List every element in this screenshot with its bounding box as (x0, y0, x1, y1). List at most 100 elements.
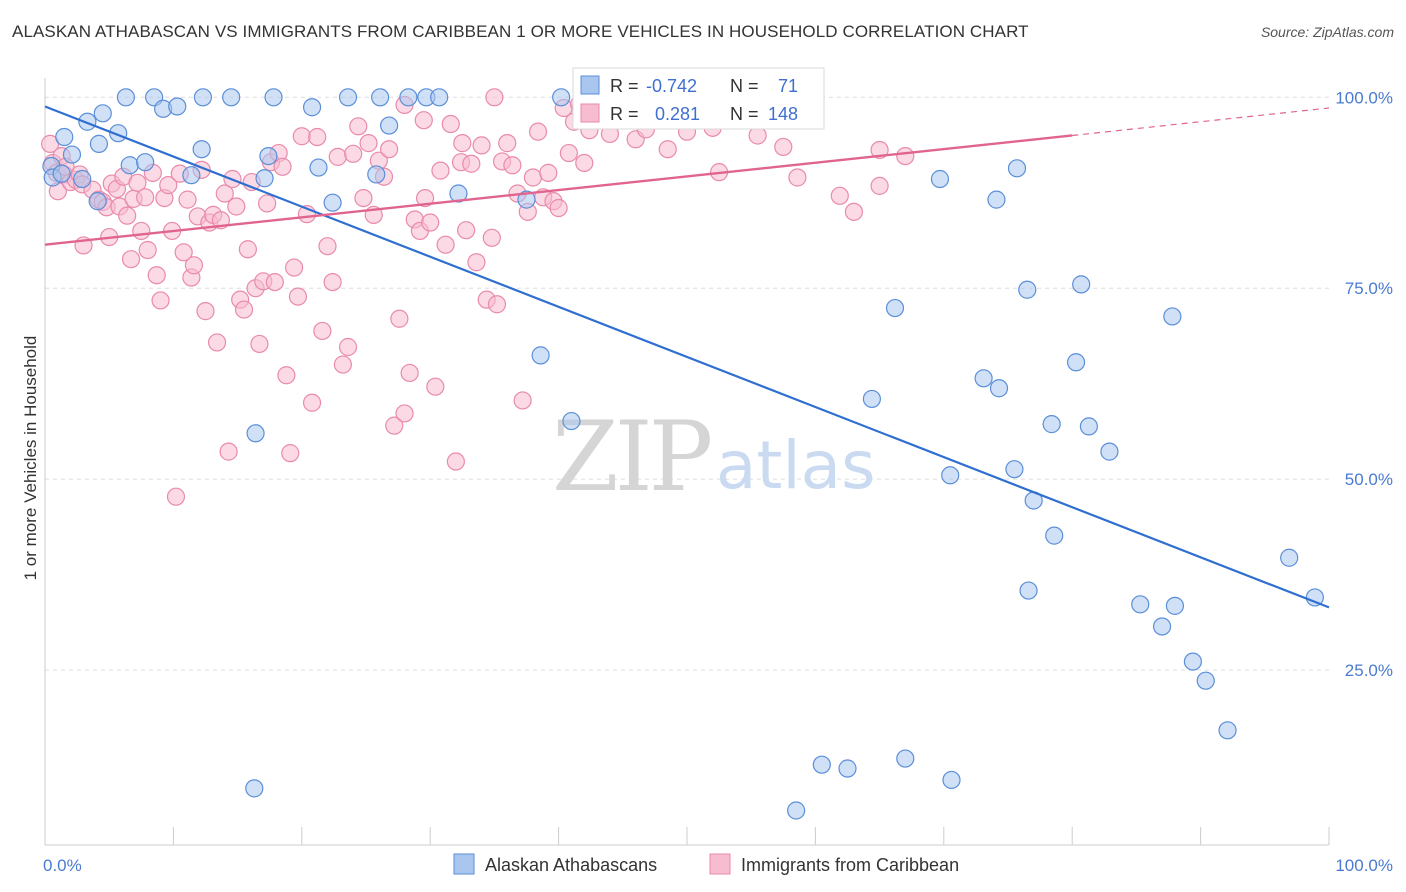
athabascan-point (245, 779, 264, 798)
athabascan-point (1019, 581, 1038, 600)
athabascan-point (302, 98, 322, 117)
caribbean-point (513, 391, 532, 410)
caribbean-point (128, 173, 147, 192)
caribbean-point (436, 235, 455, 254)
athabascan-point (116, 88, 135, 107)
watermark-atlas: atlas (716, 427, 876, 504)
stats-r-value: -0.742 (646, 76, 697, 96)
stats-n-value: 148 (768, 104, 798, 124)
caribbean-point (575, 153, 594, 173)
athabascan-point (1079, 417, 1098, 436)
athabascan-point (1163, 307, 1182, 326)
athabascan-point (193, 88, 213, 107)
athabascan-point (1005, 460, 1024, 479)
caribbean-point (166, 487, 186, 506)
caribbean-point (318, 237, 337, 256)
axes: 25.0% 50.0% 75.0% 100.0% 0.0% 100.0% (43, 78, 1393, 875)
caribbean-point (258, 194, 277, 213)
watermark: ZIP atlas (552, 401, 876, 513)
athabascan-point (309, 158, 328, 177)
caribbean-point (215, 184, 234, 203)
caribbean-point (227, 197, 246, 216)
athabascan-point (449, 184, 468, 203)
caribbean-point (159, 176, 178, 195)
athabascan-point (62, 145, 82, 164)
athabascan-point (120, 156, 139, 175)
caribbean-point (870, 140, 889, 160)
athabascan-point (222, 88, 241, 107)
athabascan-point (264, 88, 283, 107)
athabascan-point (552, 88, 571, 107)
athabascan-point (1042, 415, 1061, 434)
caribbean-point (395, 404, 414, 423)
athabascan-point (838, 759, 857, 778)
caribbean-point (323, 272, 342, 292)
caribbean-point (658, 140, 677, 159)
caribbean-point (273, 157, 292, 176)
y-tick-label: 75.0% (1345, 279, 1393, 298)
athabascan-point (862, 389, 881, 409)
caribbean-point (151, 291, 170, 310)
athabascan-point (1018, 280, 1037, 299)
caribbean-point (896, 146, 915, 166)
athabascan-point (1165, 596, 1185, 615)
caribbean-point (354, 188, 373, 208)
caribbean-point (870, 176, 889, 195)
caribbean-point (453, 134, 472, 153)
athabascan-point (812, 755, 831, 774)
athabascan-point (136, 153, 155, 172)
caribbean-point (219, 442, 238, 461)
caribbean-point (338, 337, 358, 357)
stats-r-value: 0.281 (655, 104, 700, 124)
stats-r-label: R = (610, 76, 639, 96)
legend-swatch-athabascans (453, 853, 475, 875)
caribbean-point (288, 287, 308, 306)
caribbean-point (132, 221, 151, 241)
athabascan-point (259, 146, 278, 166)
caribbean-point (414, 111, 433, 130)
caribbean-trend-line (44, 134, 1073, 246)
athabascan-trend-line (44, 105, 1330, 609)
caribbean-point (774, 137, 793, 157)
athabascan-point (1131, 595, 1150, 614)
caribbean-point (446, 452, 465, 471)
athabascan-point (168, 97, 187, 116)
y-tick-label: 50.0% (1345, 470, 1393, 489)
athabascan-point (930, 169, 950, 189)
caribbean-point (207, 333, 227, 352)
stats-n-label: N = (730, 76, 759, 96)
y-axis-title: 1 or more Vehicles in Household (21, 336, 40, 581)
caribbean-point (539, 163, 558, 182)
caribbean-point (147, 266, 166, 285)
caribbean-point (523, 168, 543, 187)
caribbean-point (184, 256, 204, 275)
y-tick-label: 100.0% (1335, 88, 1393, 107)
athabascan-point (78, 112, 97, 131)
y-tick-label: 25.0% (1345, 661, 1393, 680)
caribbean-point (844, 202, 864, 221)
athabascan-point (371, 88, 390, 107)
caribbean-point (292, 127, 311, 146)
athabascan-point (896, 749, 915, 768)
athabascan-point (93, 104, 112, 123)
caribbean-point (482, 228, 501, 247)
caribbean-point (390, 309, 409, 328)
caribbean-point (467, 253, 486, 272)
athabascan-point (1183, 652, 1202, 671)
athabascan-point (255, 169, 274, 188)
athabascan-point (246, 424, 265, 443)
caribbean-point (385, 416, 404, 435)
caribbean-point (313, 321, 332, 341)
trend-lines (44, 105, 1330, 609)
stats-box-frame (572, 67, 825, 130)
stats-swatch-pink (580, 103, 600, 123)
athabascan-point (399, 88, 418, 107)
caribbean-point (426, 377, 445, 396)
caribbean-point (308, 127, 327, 147)
athabascan-point (88, 192, 107, 211)
athabascan-point (1007, 159, 1027, 178)
caribbean-point (457, 221, 476, 240)
caribbean-point (359, 134, 378, 153)
athabascan-point (885, 298, 905, 318)
athabascan-point (430, 88, 449, 107)
